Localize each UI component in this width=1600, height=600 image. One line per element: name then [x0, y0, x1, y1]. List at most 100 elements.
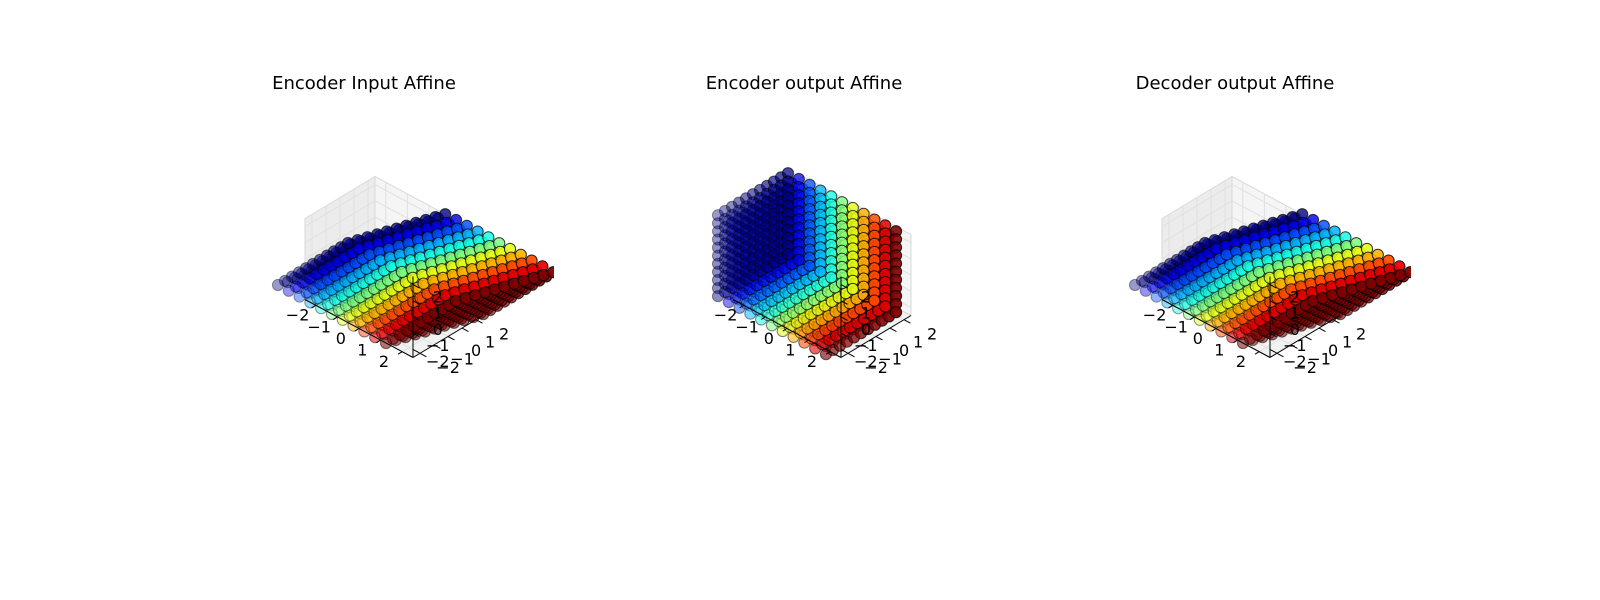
- z-tick-label: −1: [426, 336, 450, 355]
- y-tick-label: −1: [878, 350, 902, 369]
- scatter-point: [1135, 274, 1149, 287]
- z-tick: [1269, 300, 1277, 305]
- y-tick: [861, 344, 869, 349]
- y-tick-label: 2: [499, 324, 509, 343]
- x-tick: [1168, 304, 1174, 309]
- scatter-point: [711, 265, 725, 278]
- x-tick-label: −2: [1143, 306, 1167, 325]
- scatter-point: [711, 241, 725, 254]
- y-tick-label: −2: [1293, 358, 1317, 377]
- z-tick-label: 1: [861, 304, 871, 323]
- x-tick-label: −1: [307, 317, 331, 336]
- chart-title: Encoder output Affine: [706, 73, 903, 94]
- x-tick: [804, 339, 809, 344]
- x-tick: [739, 304, 745, 309]
- y-tick: [475, 319, 483, 324]
- grid-line: [1161, 184, 1233, 228]
- y-tick-label: 2: [927, 324, 937, 343]
- z-tick: [1269, 316, 1277, 321]
- scatter-point: [781, 248, 795, 261]
- grid-line: [1161, 216, 1233, 260]
- z-tick-label: 2: [1290, 287, 1300, 306]
- scatter-point: [718, 213, 732, 226]
- scatter-point: [547, 266, 554, 279]
- x-tick-label: −2: [714, 306, 738, 325]
- scatter-point: [825, 271, 838, 284]
- scatter-point: [814, 265, 827, 278]
- x-tick-label: 1: [1214, 341, 1224, 360]
- y-tick: [889, 327, 897, 333]
- x-tick-label: 1: [785, 341, 795, 360]
- x-tick-label: −2: [286, 306, 310, 325]
- y-tick-label: 2: [1356, 324, 1366, 343]
- scatter-point: [271, 278, 285, 292]
- grid-line: [304, 184, 376, 228]
- x-tick: [332, 316, 338, 320]
- x-tick-label: 1: [357, 341, 367, 360]
- x-tick: [376, 339, 381, 344]
- scatter-point: [803, 259, 816, 272]
- z-tick-label: 2: [861, 287, 871, 306]
- x-tick-label: 0: [1193, 329, 1203, 348]
- x-tick: [397, 351, 403, 355]
- scatter-point: [281, 276, 294, 289]
- y-tick: [1304, 336, 1312, 341]
- y-tick-label: −1: [450, 350, 474, 369]
- x-tick: [782, 328, 788, 332]
- y-tick-label: 1: [913, 333, 923, 352]
- scatter-point: [718, 221, 732, 234]
- scatter-point: [1128, 278, 1142, 292]
- z-tick: [1269, 348, 1277, 354]
- scatter-point: [1149, 281, 1162, 294]
- scatter-point: [282, 284, 295, 297]
- z-tick: [840, 316, 848, 321]
- x-tick-label: 0: [336, 329, 346, 348]
- z-tick: [412, 300, 420, 305]
- scatter-point: [718, 229, 732, 242]
- z-tick-label: 1: [433, 304, 443, 323]
- y-tick-label: −2: [864, 358, 888, 377]
- scatter-point: [293, 290, 306, 303]
- x-tick-label: 2: [807, 352, 817, 371]
- x-tick-label: 2: [379, 352, 389, 371]
- scatter-point: [1139, 284, 1152, 297]
- y-tick: [1318, 327, 1326, 333]
- x-tick: [1189, 316, 1195, 320]
- y-tick-label: 0: [1328, 341, 1338, 360]
- y-tick: [433, 344, 441, 349]
- z-tick: [840, 348, 848, 354]
- scatter-point: [711, 209, 725, 222]
- z-tick-label: 0: [1290, 320, 1300, 339]
- y-tick: [461, 327, 469, 333]
- chart-title: Encoder Input Affine: [272, 73, 456, 94]
- grid-line: [304, 200, 376, 244]
- y-tick-label: 1: [1342, 333, 1352, 352]
- y-tick-label: 0: [899, 341, 909, 360]
- x-tick-label: −1: [1164, 317, 1188, 336]
- y-tick-label: 1: [485, 333, 495, 352]
- y-tick-label: 0: [471, 341, 481, 360]
- z-tick: [1269, 284, 1277, 289]
- y-tick: [447, 336, 455, 341]
- x-tick-label: 0: [764, 329, 774, 348]
- z-tick: [840, 300, 848, 305]
- scatter-point: [1138, 276, 1151, 289]
- scatter-point: [889, 306, 903, 319]
- z-tick-label: −2: [1283, 352, 1307, 371]
- z-tick: [412, 284, 420, 289]
- y-tick-label: −2: [436, 358, 460, 377]
- scatter-point: [718, 204, 732, 218]
- z-tick: [1269, 332, 1277, 338]
- scatter-point: [1146, 280, 1159, 293]
- y-tick: [419, 352, 427, 358]
- scatter-point: [291, 273, 304, 286]
- x-tick: [1211, 328, 1217, 332]
- scatter-point: [711, 225, 725, 238]
- scatter-point: [278, 274, 292, 287]
- y-tick: [1276, 352, 1284, 358]
- scatter-point: [292, 281, 305, 294]
